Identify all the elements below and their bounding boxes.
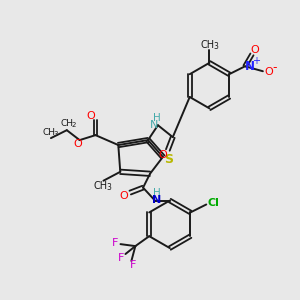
Text: H: H [153, 188, 161, 198]
Text: O: O [158, 150, 167, 160]
Text: 2: 2 [71, 122, 76, 128]
Text: O: O [264, 67, 273, 77]
Text: 3: 3 [106, 183, 111, 192]
Text: CH: CH [200, 40, 214, 50]
Text: 3: 3 [54, 131, 58, 137]
Text: F: F [112, 238, 119, 248]
Text: N: N [152, 194, 162, 205]
Text: O: O [73, 139, 82, 149]
Text: N: N [150, 120, 158, 130]
Text: F: F [118, 253, 125, 263]
Text: +: + [252, 56, 260, 66]
Text: O: O [86, 111, 95, 121]
Text: CH: CH [60, 119, 73, 128]
Text: 3: 3 [213, 43, 218, 52]
Text: O: O [120, 190, 129, 201]
Text: O: O [250, 45, 259, 56]
Text: CH: CH [42, 128, 56, 137]
Text: N: N [245, 60, 255, 73]
Text: -: - [272, 61, 277, 74]
Text: Cl: Cl [207, 199, 219, 208]
Text: CH: CH [93, 181, 107, 191]
Text: S: S [164, 153, 173, 167]
Text: H: H [153, 113, 161, 123]
Text: F: F [130, 260, 136, 270]
